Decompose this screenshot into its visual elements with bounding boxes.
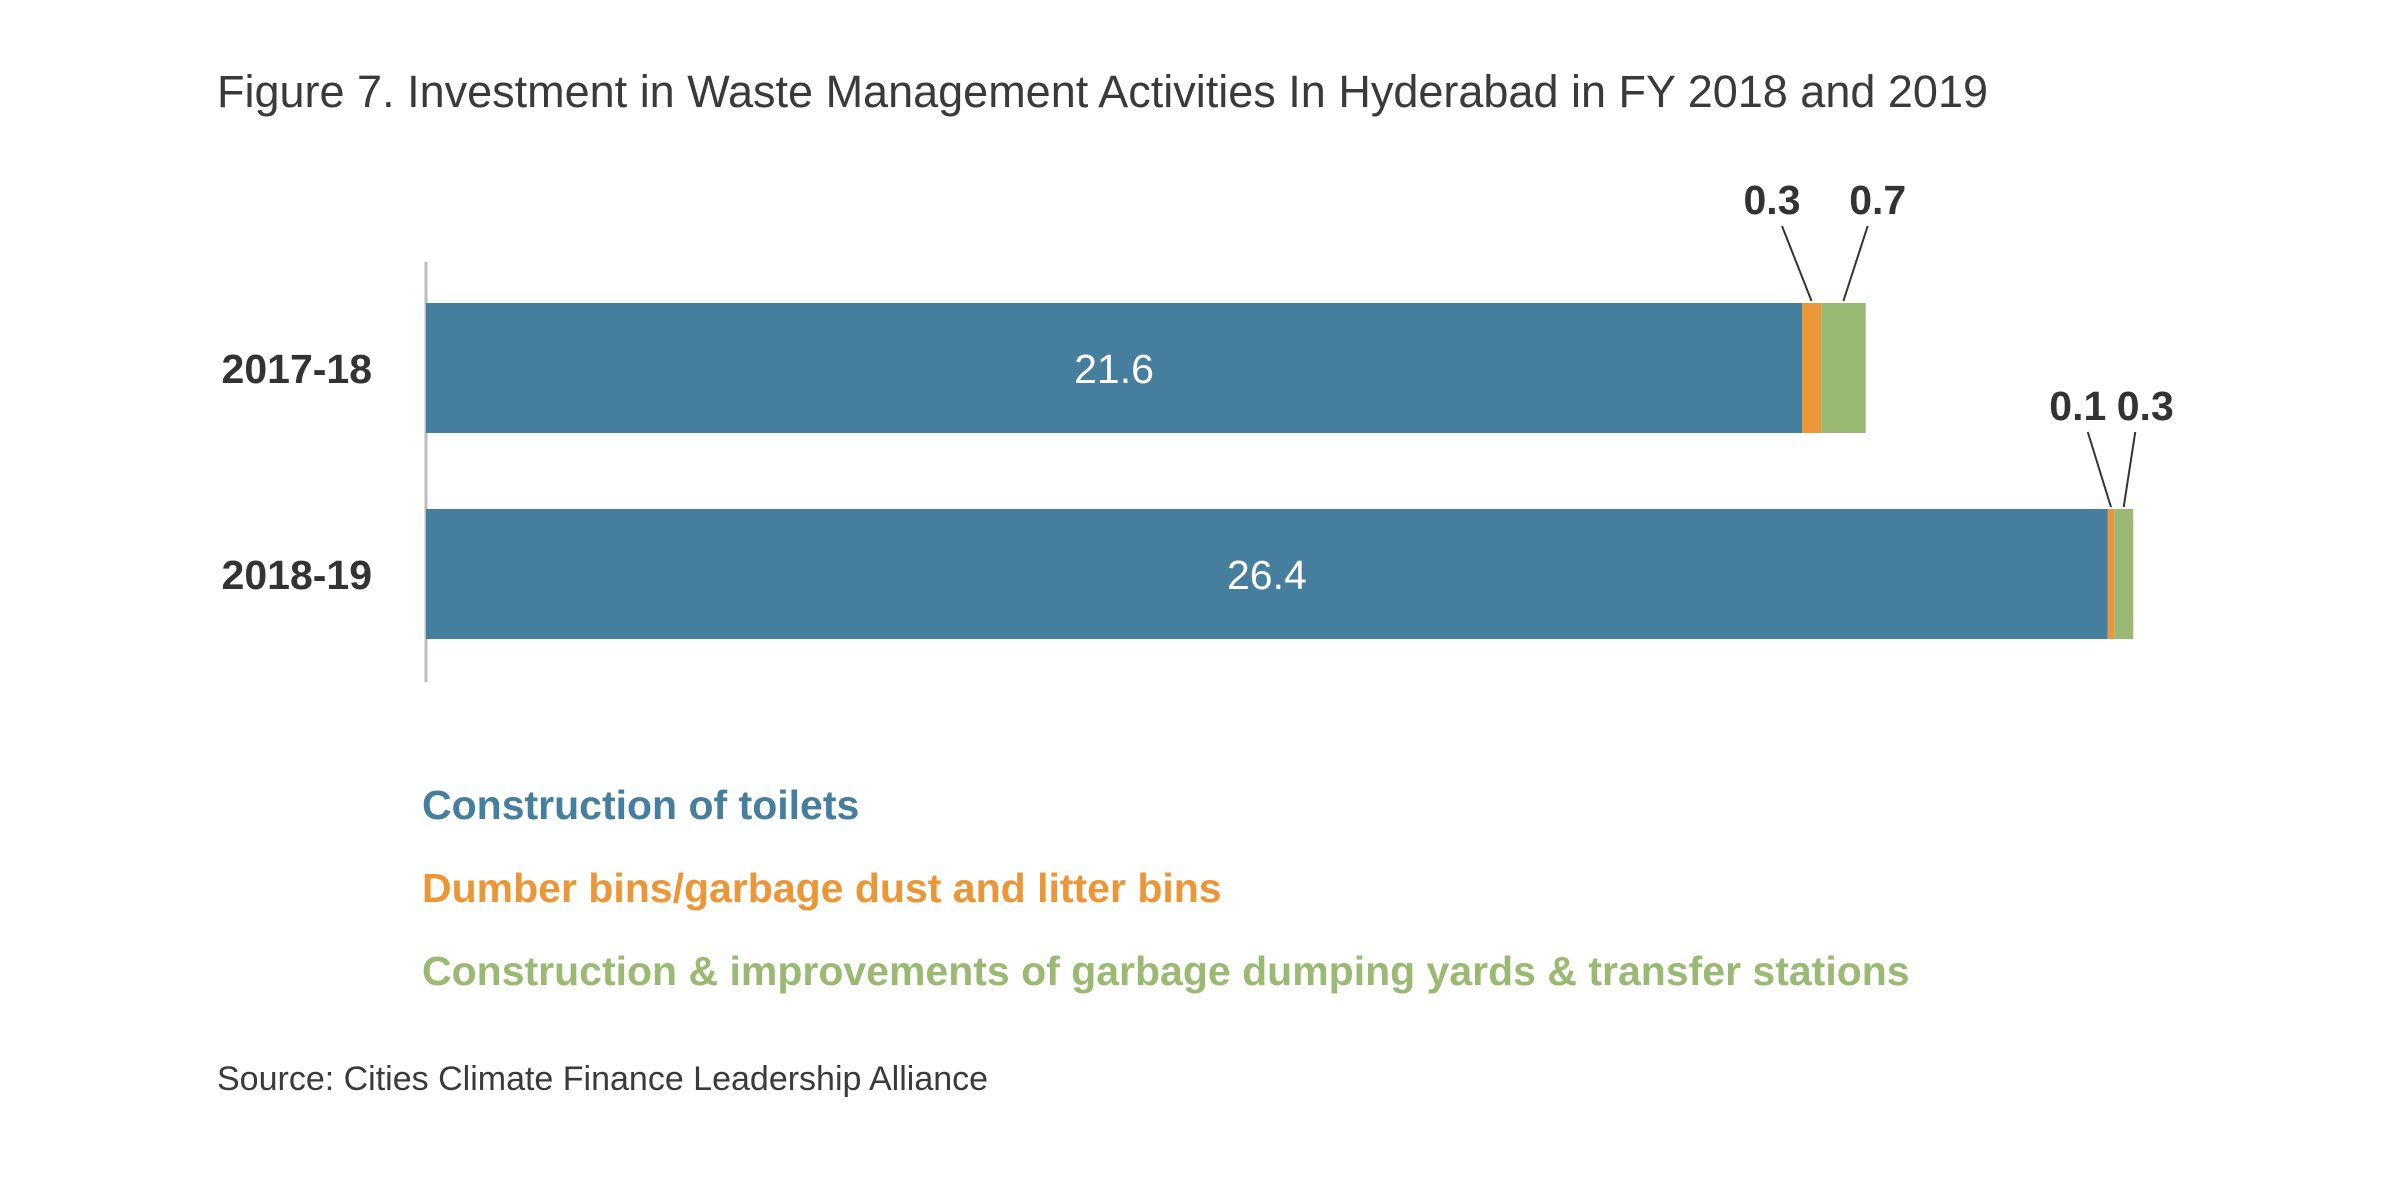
data-label: 0.3 — [1744, 177, 1801, 223]
category-label: 2017-18 — [222, 346, 372, 392]
legend-item-toilets: Construction of toilets — [422, 782, 860, 828]
source-note: Source: Cities Climate Finance Leadershi… — [217, 1060, 989, 1098]
callout-line — [1781, 225, 1813, 302]
bar-segment — [426, 303, 1802, 433]
legend-item-dumping-yards: Construction & improvements of garbage d… — [422, 948, 1910, 994]
data-label: 0.1 — [2049, 383, 2106, 429]
data-label: 26.4 — [1227, 552, 1307, 598]
legend: Construction of toilets Dumber bins/garb… — [422, 782, 1910, 1031]
callout-line — [2122, 431, 2137, 508]
chart-title: Figure 7. Investment in Waste Management… — [217, 66, 1988, 117]
bar-segment — [1821, 303, 1866, 433]
bar-segment — [2107, 509, 2115, 639]
callout-line — [1842, 225, 1869, 302]
bar-segment — [426, 509, 2108, 639]
bar-segment — [2114, 509, 2134, 639]
category-label: 2018-19 — [222, 552, 372, 598]
data-label: 0.7 — [1849, 177, 1906, 223]
legend-item-bins: Dumber bins/garbage dust and litter bins — [422, 865, 1222, 911]
data-label: 21.6 — [1074, 346, 1154, 392]
callout-line — [2086, 431, 2112, 508]
bar-segment — [1802, 303, 1822, 433]
data-label: 0.3 — [2117, 383, 2174, 429]
